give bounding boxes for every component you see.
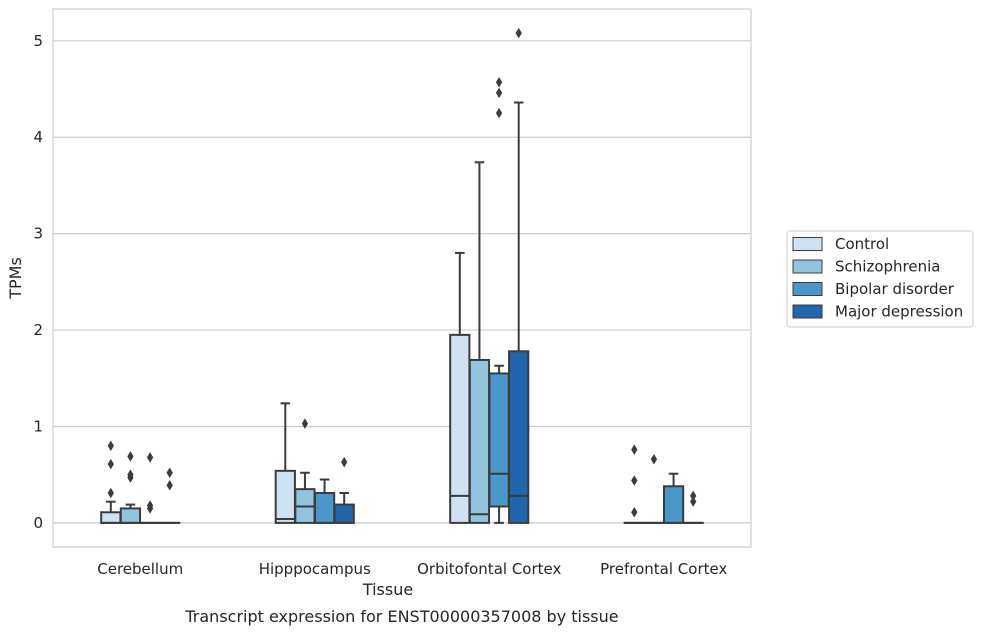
box-hipppocampus-bipolar-disorder-iqr: [313, 492, 336, 524]
x-tick-label-cerebellum: Cerebellum: [97, 560, 183, 578]
x-tick-label-orbitofontal-cortex: Orbitofontal Cortex: [417, 560, 561, 578]
legend: Control Schizophrenia Bipolar disorder Majo…: [786, 230, 974, 328]
y-tick-label-1: 1: [33, 417, 43, 435]
legend-frame: [786, 230, 974, 328]
x-tick-label-prefrontal-cortex: Prefrontal Cortex: [600, 560, 727, 578]
box-cerebellum-major-depression-outlier-0: [166, 480, 173, 491]
box-orbitofontal-cortex-control-iqr: [449, 333, 471, 524]
box-cerebellum-control-outlier-2: [107, 440, 114, 452]
legend-item-bipolar-disorder-label: Bipolar disorder: [835, 280, 955, 298]
legend-item-major-depression: Major depression: [792, 303, 963, 321]
box-prefrontal-cortex-major-depression-outlier-0: [690, 496, 697, 507]
box-cerebellum-schizophrenia-outlier-1: [127, 469, 134, 480]
legend-item-major-depression-swatch: [792, 304, 823, 319]
box-hipppocampus-schizophrenia: [294, 418, 316, 524]
box-orbitofontal-cortex-major-depression: [508, 27, 530, 524]
box-prefrontal-cortex-control: [623, 444, 645, 524]
box-hipppocampus-major-depression-iqr: [333, 503, 355, 524]
box-orbitofontal-cortex-bipolar-disorder-outlier-2: [495, 77, 503, 88]
box-hipppocampus-schizophrenia-outlier-0: [301, 418, 309, 429]
legend-item-control-label: Control: [835, 235, 889, 253]
plot-frame: [52, 8, 752, 548]
box-orbitofontal-cortex-bipolar-disorder-outlier-1: [495, 87, 503, 99]
box-hipppocampus-major-depression-outlier-0: [341, 456, 348, 468]
box-orbitofontal-cortex-major-depression-outlier-0: [515, 27, 522, 39]
legend-item-schizophrenia-swatch: [792, 259, 823, 274]
box-orbitofontal-cortex-control: [449, 251, 471, 524]
box-prefrontal-cortex-bipolar-disorder: [662, 472, 685, 524]
box-cerebellum-major-depression-outlier-1: [166, 467, 173, 479]
box-hipppocampus-control-iqr: [274, 469, 296, 524]
box-cerebellum-schizophrenia-outlier-2: [127, 451, 134, 462]
box-orbitofontal-cortex-schizophrenia-iqr: [468, 358, 491, 524]
box-hipppocampus-major-depression: [333, 456, 355, 524]
box-cerebellum-bipolar-disorder-outlier-1: [146, 500, 154, 511]
box-orbitofontal-cortex-major-depression-iqr: [508, 350, 530, 524]
box-cerebellum-bipolar-disorder: [139, 452, 161, 524]
box-orbitofontal-cortex-bipolar-disorder: [488, 77, 510, 524]
figure-caption: Transcript expression for ENST0000035700…: [184, 607, 618, 626]
x-tick-label-hipppocampus: Hipppocampus: [259, 560, 371, 578]
y-tick-labels: 0 1 2 3 4 5: [33, 32, 43, 532]
legend-item-bipolar-disorder-swatch: [792, 282, 823, 296]
box-cerebellum-major-depression: [159, 467, 181, 524]
legend-item-major-depression-label: Major depression: [835, 303, 963, 321]
legend-item-control: Control: [792, 235, 889, 253]
box-prefrontal-cortex-control-outlier-2: [631, 444, 638, 455]
legend-item-bipolar-disorder: Bipolar disorder: [792, 280, 955, 298]
box-prefrontal-cortex-control-outlier-1: [631, 475, 638, 486]
legend-item-schizophrenia: Schizophrenia: [792, 258, 940, 276]
box-prefrontal-cortex-bipolar-disorder-iqr: [662, 485, 685, 524]
x-tick-labels: Cerebellum Hipppocampus Orbitofontal Corte…: [97, 560, 727, 578]
box-cerebellum-control: [100, 440, 122, 524]
box-hipppocampus-bipolar-disorder: [313, 478, 336, 524]
box-prefrontal-cortex-schizophrenia: [643, 454, 665, 524]
box-plot-area: [100, 27, 704, 524]
y-tick-label-5: 5: [33, 32, 43, 50]
box-cerebellum-control-outlier-0: [107, 487, 114, 499]
y-axis-label: TPMs: [6, 257, 25, 300]
box-orbitofontal-cortex-bipolar-disorder-iqr: [488, 372, 510, 508]
y-tick-label-3: 3: [33, 225, 43, 243]
y-tick-label-0: 0: [33, 514, 43, 532]
box-prefrontal-cortex-major-depression: [682, 490, 704, 524]
y-tick-label-2: 2: [33, 321, 43, 339]
box-prefrontal-cortex-control-outlier-0: [631, 507, 638, 518]
legend-item-control-swatch: [792, 237, 823, 251]
box-prefrontal-cortex-major-depression-outlier-1: [690, 490, 697, 502]
y-tick-label-4: 4: [33, 128, 43, 146]
box-cerebellum-schizophrenia-iqr: [119, 507, 142, 524]
box-cerebellum-schizophrenia: [119, 451, 142, 524]
legend-item-schizophrenia-label: Schizophrenia: [835, 258, 940, 276]
box-cerebellum-bipolar-disorder-outlier-2: [146, 452, 154, 463]
x-axis-label: Tissue: [362, 580, 413, 599]
box-hipppocampus-control: [274, 402, 296, 524]
box-orbitofontal-cortex-schizophrenia: [468, 161, 491, 524]
box-cerebellum-control-outlier-1: [107, 458, 114, 470]
grid-lines: [53, 40, 751, 524]
box-cerebellum-control-iqr: [100, 511, 122, 524]
box-prefrontal-cortex-schizophrenia-outlier-0: [650, 454, 658, 465]
box-orbitofontal-cortex-bipolar-disorder-outlier-0: [495, 107, 503, 119]
